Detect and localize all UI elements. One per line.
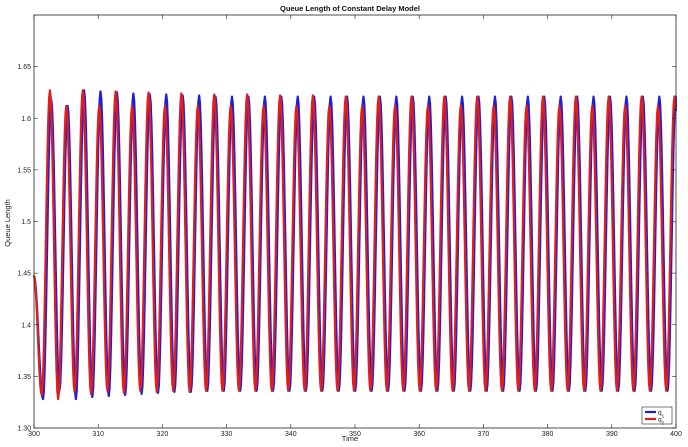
y-axis-label: Queue Length [3, 199, 12, 247]
y-tick-label: 1.5 [21, 219, 31, 226]
x-tick-label: 330 [221, 431, 233, 438]
x-axis: 300 310 320 330 340 350 360 370 380 390 400 [28, 15, 682, 438]
legend-box [641, 406, 673, 425]
y-tick-label: 1.6 [21, 116, 31, 123]
x-axis-label: Time [342, 434, 358, 443]
legend-label-q2: q2 [658, 416, 665, 425]
x-tick-label: 380 [542, 431, 554, 438]
series-layer [32, 89, 678, 401]
x-tick-label: 320 [157, 431, 169, 438]
y-tick-label: 1.4 [21, 322, 31, 329]
legend-label-q1: q1 [658, 409, 665, 418]
chart-title: Queue Length of Constant Delay Model [280, 4, 420, 13]
x-tick-label: 300 [28, 431, 40, 438]
y-axis: 1.30 1.35 1.4 1.45 1.5 1.55 1.6 1.65 [17, 64, 676, 433]
y-tick-label: 1.65 [17, 64, 31, 71]
x-tick-label: 350 [349, 431, 361, 438]
y-tick-label: 1.55 [17, 167, 31, 174]
x-tick-label: 400 [670, 431, 682, 438]
x-tick-label: 310 [92, 431, 104, 438]
series-line-q2 [32, 89, 678, 401]
y-tick-label: 1.35 [17, 374, 31, 381]
x-tick-label: 340 [285, 431, 297, 438]
x-tick-label: 360 [413, 431, 425, 438]
series-line-q1 [32, 89, 678, 401]
y-tick-label: 1.30 [17, 426, 31, 433]
x-tick-label: 390 [606, 431, 618, 438]
y-tick-label: 1.45 [17, 271, 31, 278]
x-tick-label: 370 [478, 431, 490, 438]
